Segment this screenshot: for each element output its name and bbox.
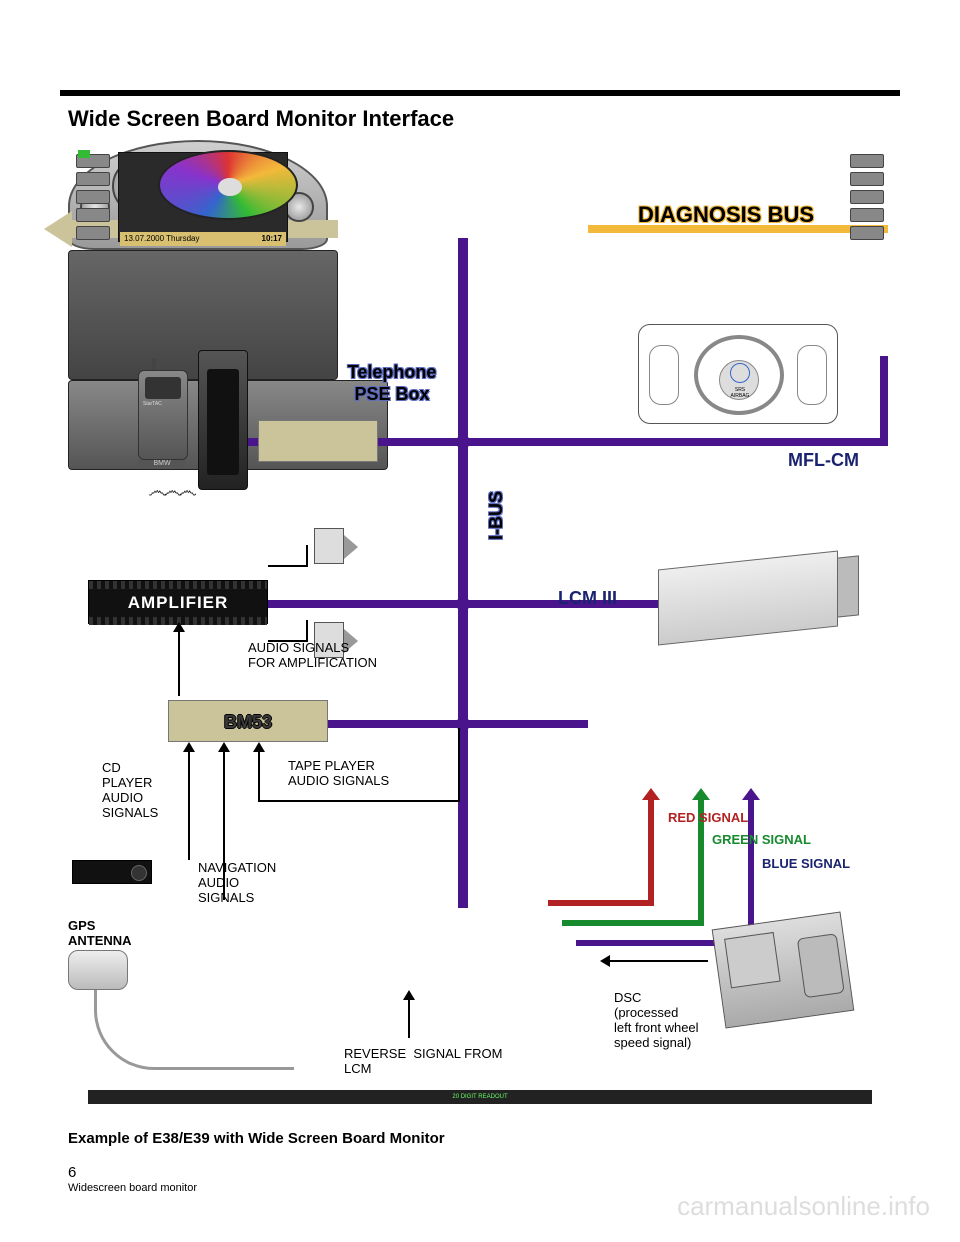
ibus-label: I-BUS <box>486 491 507 540</box>
phone-cradle <box>198 350 248 490</box>
page-number: 6 <box>68 1164 76 1181</box>
phone-screen <box>145 377 181 399</box>
audio-signal-arrow <box>178 630 180 696</box>
green-signal-label: GREEN SIGNAL <box>712 832 811 847</box>
tape-line-v <box>458 728 460 802</box>
footer-text: Widescreen board monitor <box>68 1182 197 1194</box>
speaker-top <box>314 528 344 564</box>
dsc-motor <box>797 933 845 998</box>
gps-antenna <box>68 950 128 990</box>
lcm-module <box>658 551 838 646</box>
bm53-label: BM53 <box>224 712 272 732</box>
cluster-display: 20 DIGIT READOUT <box>88 1090 872 1104</box>
amp-spk-line1v <box>306 545 308 567</box>
mfl-buttons-left <box>649 345 679 405</box>
page-title: Wide Screen Board Monitor Interface <box>68 106 454 132</box>
nav-disc-icon <box>158 150 298 220</box>
monitor-btn-l4 <box>76 208 110 222</box>
amplifier-label: AMPLIFIER <box>89 589 267 617</box>
blue-arrowhead <box>742 788 760 800</box>
cd-arrow <box>188 750 190 860</box>
watermark: carmanualsonline.info <box>677 1191 930 1222</box>
psebox-label: PSE Box <box>332 384 452 405</box>
telephone-handset: StarTAC <box>138 370 188 460</box>
ibus-node-2 <box>456 597 470 611</box>
red-signal-h <box>548 900 654 906</box>
ibus-node-1 <box>456 435 470 449</box>
steering-wheel-hub: SRS AIRBAG <box>719 360 759 400</box>
gps-wire <box>94 990 294 1070</box>
monitor-btn-r3 <box>850 190 884 204</box>
green-signal-h <box>562 920 704 926</box>
monitor-status-bar: 13.07.2000 Thursday 10:17 <box>120 232 286 246</box>
amp-spk-line1 <box>268 565 308 567</box>
document-page: Wide Screen Board Monitor Interface K-BU… <box>0 0 960 1242</box>
ibus-nav-join <box>461 900 465 904</box>
phone-bmw-label: BMW <box>138 460 186 467</box>
bm53-box: BM53 <box>168 700 328 742</box>
cd-player <box>72 860 152 884</box>
mflcm-label: MFL-CM <box>788 450 859 471</box>
tape-arrow <box>258 750 260 800</box>
dsc-arrow <box>608 960 708 962</box>
lcm-connector <box>837 555 859 617</box>
dsc-block <box>724 932 780 988</box>
telephone-label: Telephone <box>332 362 452 383</box>
dsc-annotation: DSC (processed left front wheel speed si… <box>614 990 699 1050</box>
red-signal-v <box>648 794 654 900</box>
amp-fins-top <box>89 581 267 589</box>
red-signal-label: RED SIGNAL <box>668 810 748 825</box>
phone-brand-label: StarTAC <box>143 401 162 407</box>
interface-diagram: K-BUS DIAGNOSIS BUS 20 DIGIT READOUT I-B… <box>68 140 892 1110</box>
green-arrowhead <box>692 788 710 800</box>
ibus-vertical <box>458 238 468 908</box>
tape-annotation: TAPE PLAYER AUDIO SIGNALS <box>288 758 389 788</box>
cradle-slot <box>207 369 239 475</box>
monitor-btn-l3 <box>76 190 110 204</box>
red-arrowhead <box>642 788 660 800</box>
monitor-btn-r5 <box>850 226 884 240</box>
lcm-label: LCM III <box>558 588 617 609</box>
monitor-btn-l2 <box>76 172 110 186</box>
dsc-module <box>712 911 855 1028</box>
reverse-annotation: REVERSE SIGNAL FROM LCM <box>344 1046 502 1076</box>
monitor-btn-r4 <box>850 208 884 222</box>
pse-box <box>258 420 378 462</box>
tape-line-h <box>258 800 458 802</box>
cd-annotation: CD PLAYER AUDIO SIGNALS <box>102 760 158 820</box>
bmw-roundel-icon <box>730 363 750 383</box>
cd-disc-icon <box>131 865 147 881</box>
mfl-buttons-right <box>797 345 827 405</box>
amp-spk-line2v <box>306 620 308 642</box>
diagnosis-bus-label: DIAGNOSIS BUS <box>638 202 814 228</box>
figure-caption: Example of E38/E39 with Wide Screen Boar… <box>68 1130 445 1147</box>
header-rule <box>60 90 900 96</box>
monitor-btn-l5 <box>76 226 110 240</box>
nav-power-led <box>78 150 90 158</box>
phone-cord: ෴෴෴ <box>148 480 193 503</box>
monitor-btn-r1 <box>850 154 884 168</box>
audio-amp-annotation: AUDIO SIGNALS FOR AMPLIFICATION <box>248 640 377 670</box>
nav-audio-annotation: NAVIGATION AUDIO SIGNALS <box>198 860 276 905</box>
monitor-btn-r2 <box>850 172 884 186</box>
blue-signal-label: BLUE SIGNAL <box>762 856 850 871</box>
monitor-date: 13.07.2000 Thursday <box>124 234 199 243</box>
reverse-arrow <box>408 998 410 1038</box>
monitor-time: 10:17 <box>262 232 282 246</box>
ibus-mfl-vertical <box>880 356 888 444</box>
amplifier-box: AMPLIFIER <box>88 580 268 624</box>
blue-signal-v <box>748 794 754 940</box>
airbag-label: SRS AIRBAG <box>728 387 752 399</box>
gps-label: GPS ANTENNA <box>68 918 132 948</box>
mfl-steering-wheel: SRS AIRBAG <box>638 324 838 424</box>
